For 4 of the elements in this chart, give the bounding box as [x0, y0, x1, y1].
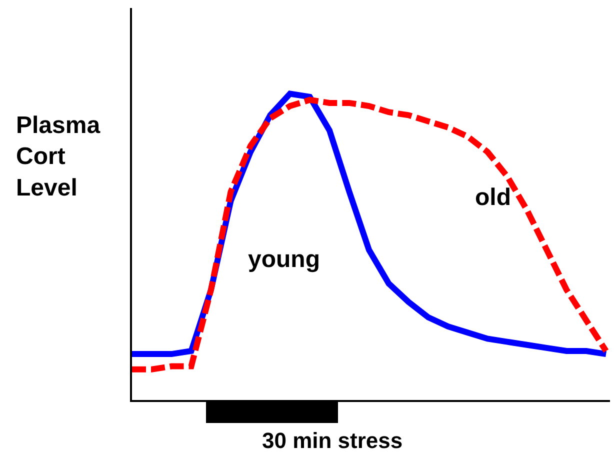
y-axis-title: Plasma Cort Level [16, 112, 101, 202]
series-label: young [248, 246, 320, 273]
series-label: old [475, 184, 511, 211]
text: 30 min stress [262, 428, 403, 452]
